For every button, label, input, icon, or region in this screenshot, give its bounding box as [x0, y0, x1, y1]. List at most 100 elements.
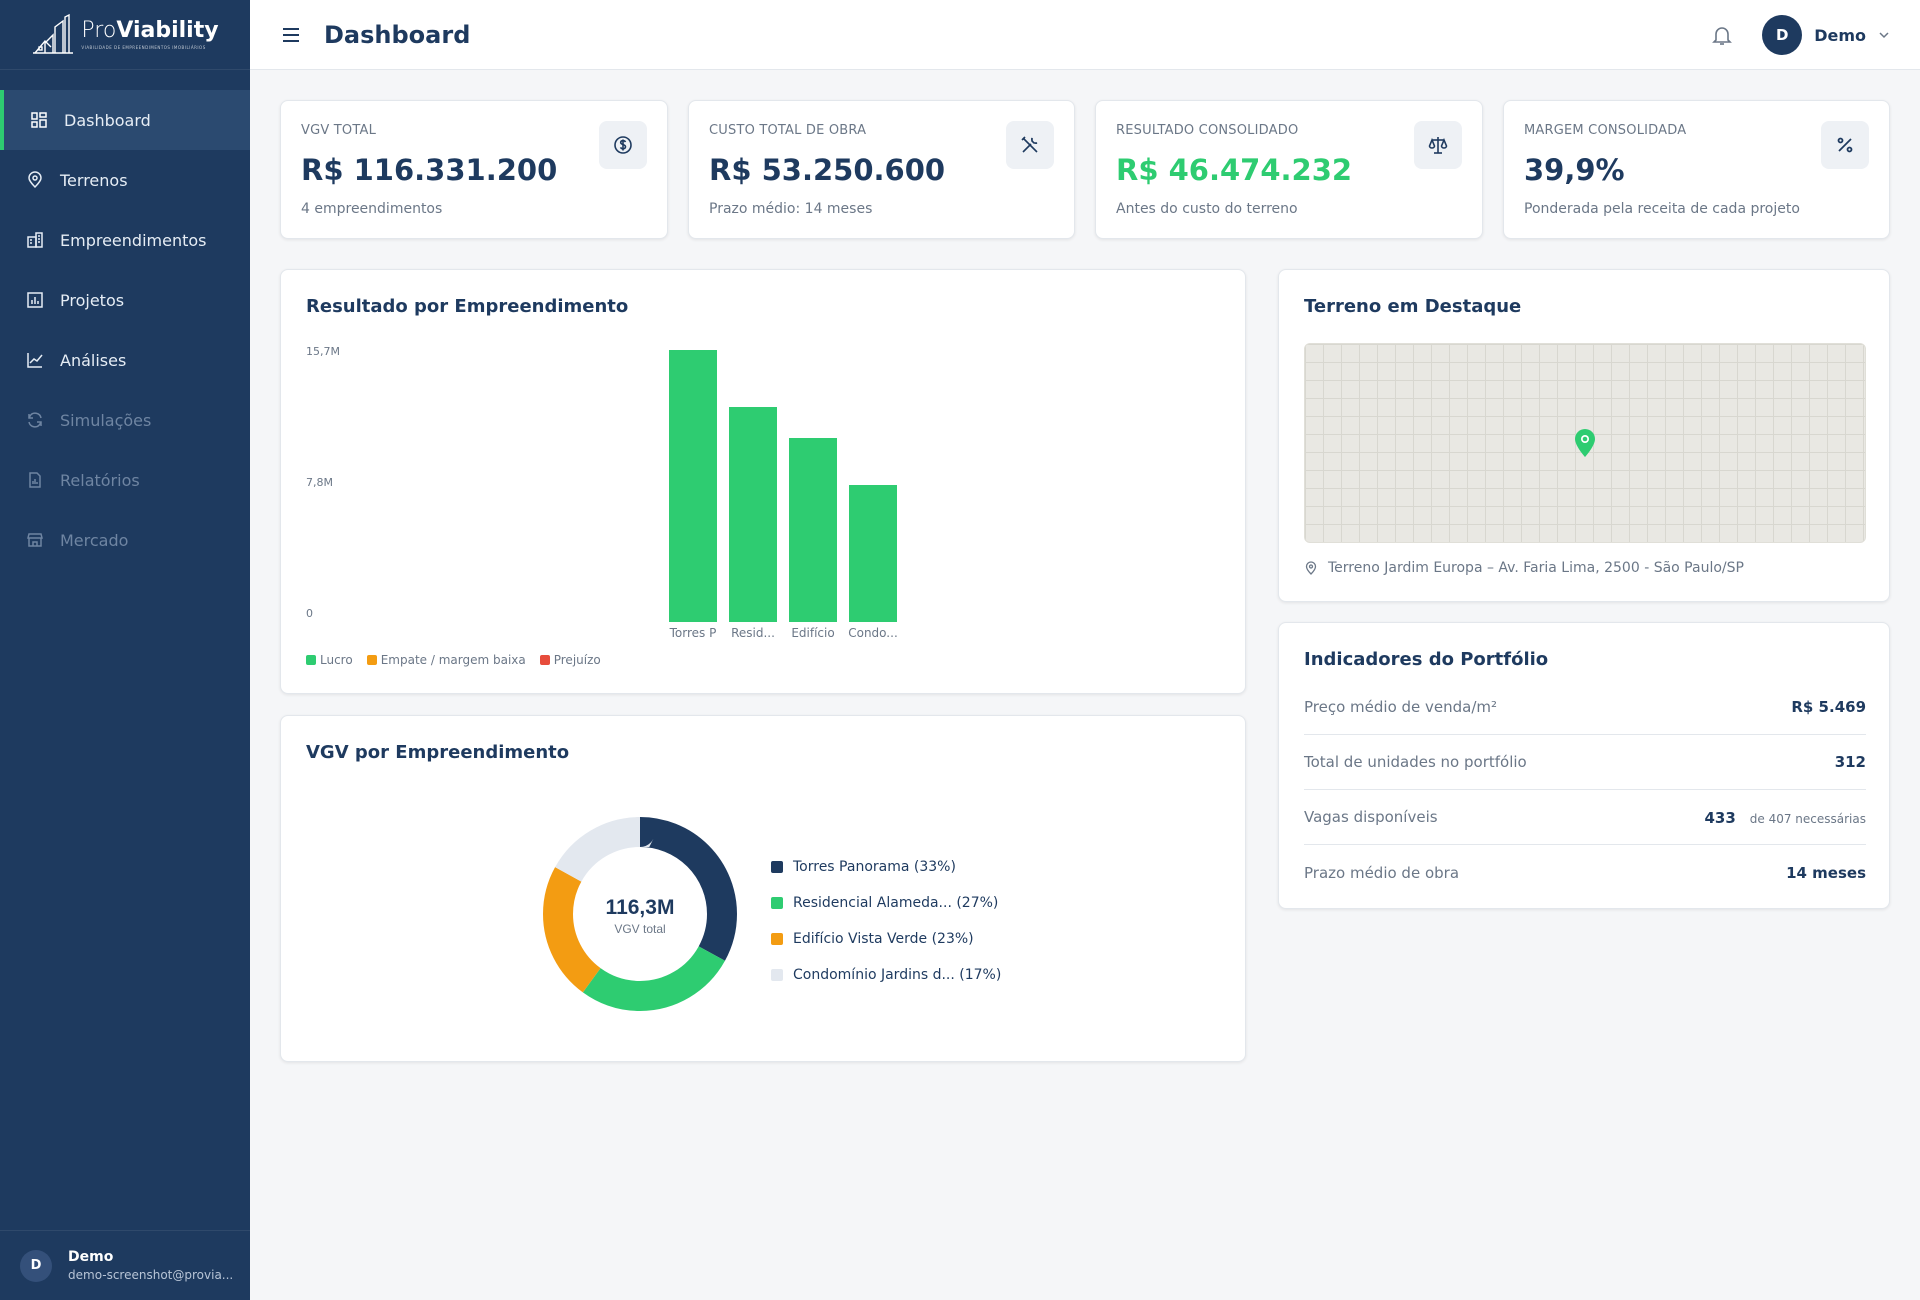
legend-item-prejuizo[interactable]: Prejuízo: [539, 653, 601, 667]
user-name: Demo: [1814, 25, 1866, 45]
legend-item[interactable]: Residencial Alameda... (27%): [771, 885, 1001, 921]
sidebar-item-label: Projetos: [60, 290, 125, 310]
legend-label: Lucro: [320, 653, 353, 667]
brand-pro: Pro: [81, 17, 117, 43]
map-view[interactable]: [1304, 343, 1866, 543]
user-email: demo-screenshot@provia...: [68, 1268, 234, 1282]
top-header: Dashboard D Demo: [250, 0, 1920, 70]
sidebar-item-label: Empreendimentos: [60, 230, 207, 250]
kpi-subtitle: Antes do custo do terreno: [1116, 201, 1298, 217]
sidebar-item-projetos[interactable]: Projetos: [0, 270, 250, 330]
header-actions: D Demo: [1710, 0, 1890, 70]
brand-tagline: VIABILIDADE DE EMPREENDIMENTOS IMOBILIÁR…: [81, 44, 206, 50]
kpi-card-margem: MARGEM CONSOLIDADA 39,9% Ponderada pela …: [1503, 100, 1890, 239]
legend-swatch: [771, 933, 783, 945]
indicator-row: Preço médio de venda/m² R$ 5.469: [1304, 680, 1866, 735]
legend-item[interactable]: Condomínio Jardins d... (17%): [771, 957, 1001, 993]
sidebar-item-empreendimentos[interactable]: Empreendimentos: [0, 210, 250, 270]
indicator-label: Prazo médio de obra: [1304, 863, 1460, 882]
card-title: Terreno em Destaque: [1304, 296, 1522, 317]
kpi-card-vgv: VGV TOTAL R$ 116.331.200 4 empreendiment…: [280, 100, 668, 239]
sidebar: ProViability VIABILIDADE DE EMPREENDIMEN…: [0, 0, 250, 1300]
vgv-chart-card: VGV por Empreendimento 116,3M VGV total …: [280, 715, 1246, 1062]
legend-item-lucro[interactable]: Lucro: [306, 653, 353, 667]
sidebar-user[interactable]: D Demo demo-screenshot@provia...: [0, 1230, 250, 1300]
map-caption: Terreno Jardim Europa – Av. Faria Lima, …: [1304, 560, 1744, 576]
legend-item[interactable]: Torres Panorama (33%): [771, 849, 1001, 885]
dashboard-icon: [31, 112, 47, 128]
indicator-label: Vagas disponíveis: [1304, 808, 1438, 826]
map-marker-icon[interactable]: [1573, 428, 1597, 458]
x-tick-label: Resid...: [731, 626, 775, 640]
tools-icon: [1021, 136, 1038, 153]
sidebar-item-label: Relatórios: [60, 470, 140, 490]
legend-label: Empate / margem baixa: [380, 653, 526, 667]
card-title: Indicadores do Portfólio: [1304, 649, 1549, 670]
menu-icon[interactable]: [280, 24, 302, 46]
indicator-note: de 407 necessárias: [1749, 811, 1866, 826]
legend-swatch: [539, 655, 550, 665]
refresh-icon: [28, 412, 42, 428]
sidebar-item-mercado[interactable]: Mercado: [0, 510, 250, 570]
kpi-subtitle: Ponderada pela receita de cada projeto: [1524, 201, 1800, 217]
indicator-row: Total de unidades no portfólio 312: [1304, 735, 1866, 790]
x-tick-label: Condo...: [848, 626, 898, 640]
indicator-value: 312: [1834, 753, 1866, 771]
y-tick-label: 0: [306, 607, 313, 620]
legend-swatch: [771, 861, 783, 873]
brand-name: ProViability: [81, 17, 218, 43]
chart-title: VGV por Empreendimento: [306, 742, 570, 763]
sidebar-item-relatorios[interactable]: Relatórios: [0, 450, 250, 510]
donut-slice[interactable]: [543, 817, 737, 1011]
legend-label: Condomínio Jardins d... (17%): [793, 967, 1002, 983]
indicator-value: 14 meses: [1786, 863, 1866, 882]
bar[interactable]: [789, 438, 837, 622]
sidebar-nav: Dashboard Terrenos Empreendimentos Proje…: [0, 90, 250, 570]
bar[interactable]: [729, 407, 777, 622]
legend-label: Prejuízo: [553, 653, 601, 667]
map-card: Terreno em Destaque Terreno Jardim Europ…: [1278, 269, 1890, 602]
kpi-subtitle: Prazo médio: 14 meses: [709, 201, 873, 217]
donut-slice[interactable]: [543, 817, 737, 1011]
indicator-row: Vagas disponíveis 433 de 407 necessárias: [1304, 790, 1866, 845]
kpi-value: R$ 116.331.200: [301, 153, 558, 187]
sidebar-item-terrenos[interactable]: Terrenos: [0, 150, 250, 210]
map-pin-icon: [28, 171, 42, 189]
kpi-icon-box: [1414, 121, 1462, 169]
kpi-icon-box: [1821, 121, 1869, 169]
legend-swatch: [306, 655, 316, 665]
scale-icon: [1428, 137, 1448, 154]
legend-swatch: [771, 897, 783, 909]
kpi-subtitle: 4 empreendimentos: [301, 201, 443, 217]
bell-icon[interactable]: [1710, 23, 1734, 47]
sidebar-item-dashboard[interactable]: Dashboard: [0, 90, 250, 150]
kpi-label: CUSTO TOTAL DE OBRA: [709, 123, 867, 138]
kpi-card-custo: CUSTO TOTAL DE OBRA R$ 53.250.600 Prazo …: [688, 100, 1075, 239]
legend-item[interactable]: Edifício Vista Verde (23%): [771, 921, 1001, 957]
kpi-label: RESULTADO CONSOLIDADO: [1116, 123, 1299, 138]
user-menu[interactable]: D Demo: [1762, 15, 1890, 55]
kpi-label: VGV TOTAL: [301, 123, 377, 138]
kpi-card-resultado: RESULTADO CONSOLIDADO R$ 46.474.232 Ante…: [1095, 100, 1483, 239]
sidebar-item-label: Análises: [60, 350, 127, 370]
kpi-icon-box: [1006, 121, 1054, 169]
y-tick-label: 15,7M: [306, 345, 340, 358]
bar[interactable]: [849, 485, 897, 622]
sidebar-item-simulacoes[interactable]: Simulações: [0, 390, 250, 450]
indicator-label: Total de unidades no portfólio: [1304, 753, 1527, 771]
donut-legend: Torres Panorama (33%) Residencial Alamed…: [771, 849, 1001, 993]
donut-slice[interactable]: [543, 817, 737, 1011]
legend-item-empate[interactable]: Empate / margem baixa: [366, 653, 526, 667]
indicator-value: R$ 5.469: [1791, 698, 1866, 716]
bar[interactable]: [669, 350, 717, 622]
indicator-value-group: 433 de 407 necessárias: [1704, 808, 1866, 827]
chart-title: Resultado por Empreendimento: [306, 296, 629, 317]
avatar: D: [1762, 15, 1803, 55]
chart-legend: Lucro Empate / margem baixa Prejuízo: [306, 653, 601, 667]
sidebar-item-analises[interactable]: Análises: [0, 330, 250, 390]
logo[interactable]: ProViability VIABILIDADE DE EMPREENDIMEN…: [0, 0, 250, 70]
legend-swatch: [771, 969, 783, 981]
kpi-value: 39,9%: [1524, 153, 1625, 187]
kpi-value: R$ 53.250.600: [709, 153, 946, 187]
sidebar-item-label: Simulações: [60, 410, 152, 430]
